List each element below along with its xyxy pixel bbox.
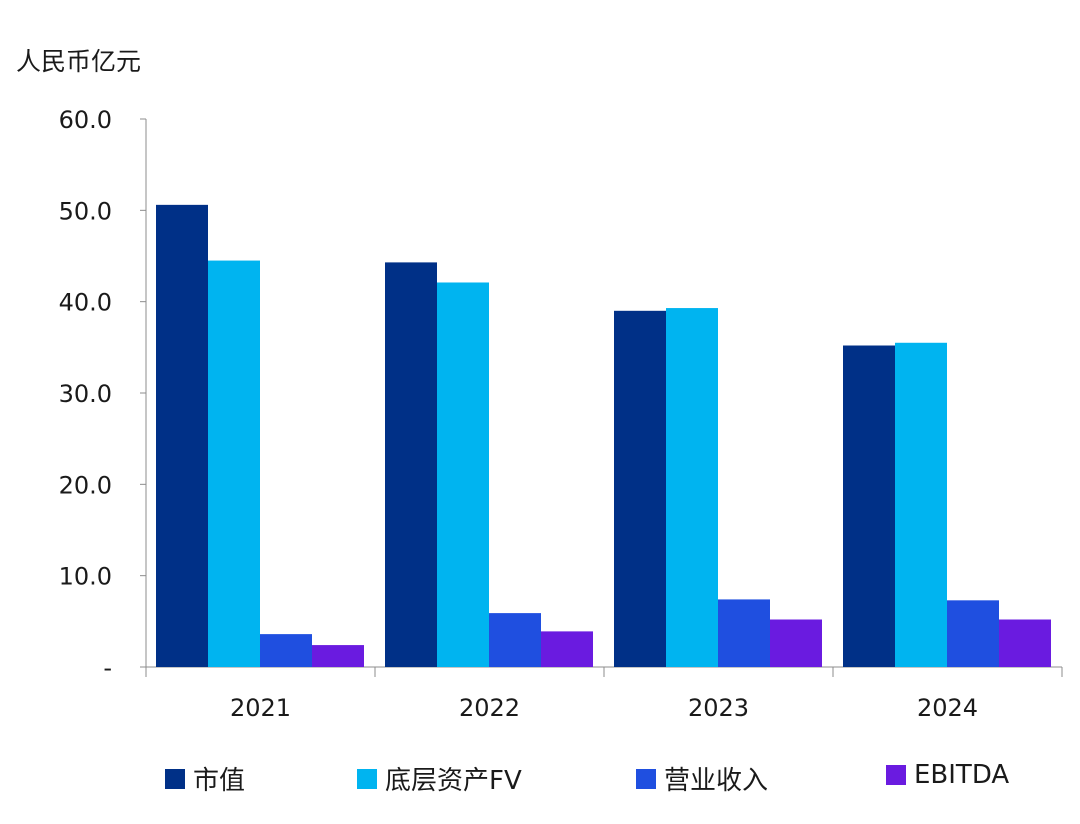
bar-2-2023 bbox=[666, 308, 718, 667]
y-tick-label: 30.0 bbox=[59, 380, 112, 408]
legend-swatch bbox=[636, 768, 656, 789]
x-tick-label: 2021 bbox=[230, 694, 291, 722]
legend-swatch bbox=[886, 765, 906, 785]
chart-legend: 市值 底层资产FV 营业收入 EBITDA bbox=[0, 760, 1080, 800]
bar-1-2023 bbox=[614, 310, 666, 667]
legend-swatch bbox=[165, 768, 185, 789]
legend-label: 市值 bbox=[193, 766, 246, 796]
bar-3-2024 bbox=[947, 600, 999, 667]
bar-4-2024 bbox=[999, 619, 1051, 667]
bar-2-2024 bbox=[895, 342, 947, 667]
y-tick-label: 60.0 bbox=[59, 106, 112, 134]
y-tick-label: 20.0 bbox=[59, 471, 112, 499]
bar-3-2023 bbox=[718, 599, 770, 667]
bar-1-2024 bbox=[843, 345, 895, 667]
y-tick-label: 40.0 bbox=[59, 289, 112, 317]
legend-item: 底层资产FV bbox=[357, 760, 522, 797]
bar-1-2022 bbox=[385, 262, 437, 667]
legend-label: 底层资产FV bbox=[385, 766, 522, 796]
x-tick-label: 2023 bbox=[688, 694, 749, 722]
x-tick-label: 2024 bbox=[917, 694, 978, 722]
y-tick-label: 50.0 bbox=[59, 197, 112, 225]
legend-item: EBITDA bbox=[886, 760, 1009, 790]
bar-4-2021 bbox=[312, 645, 364, 667]
legend-label: EBITDA bbox=[914, 760, 1010, 790]
bar-2-2022 bbox=[437, 282, 489, 667]
legend-item: 营业收入 bbox=[636, 760, 768, 797]
bar-4-2023 bbox=[770, 619, 822, 667]
bar-3-2021 bbox=[260, 634, 312, 667]
y-axis-unit-label: 人民币亿元 bbox=[16, 47, 142, 76]
legend-swatch bbox=[357, 768, 377, 789]
legend-label: 营业收入 bbox=[664, 766, 769, 796]
bar-1-2021 bbox=[156, 204, 208, 667]
bar-chart: - 10.0 20.0 30.0 40.0 50.0 60.0 2021 2022 2023 202… bbox=[59, 106, 1063, 722]
bar-4-2022 bbox=[541, 631, 593, 667]
y-tick-label: 10.0 bbox=[59, 563, 112, 591]
y-tick-label: - bbox=[103, 654, 112, 682]
bar-2-2021 bbox=[208, 260, 260, 667]
bar-3-2022 bbox=[489, 613, 541, 667]
legend-item: 市值 bbox=[165, 760, 245, 797]
x-tick-label: 2022 bbox=[459, 694, 520, 722]
